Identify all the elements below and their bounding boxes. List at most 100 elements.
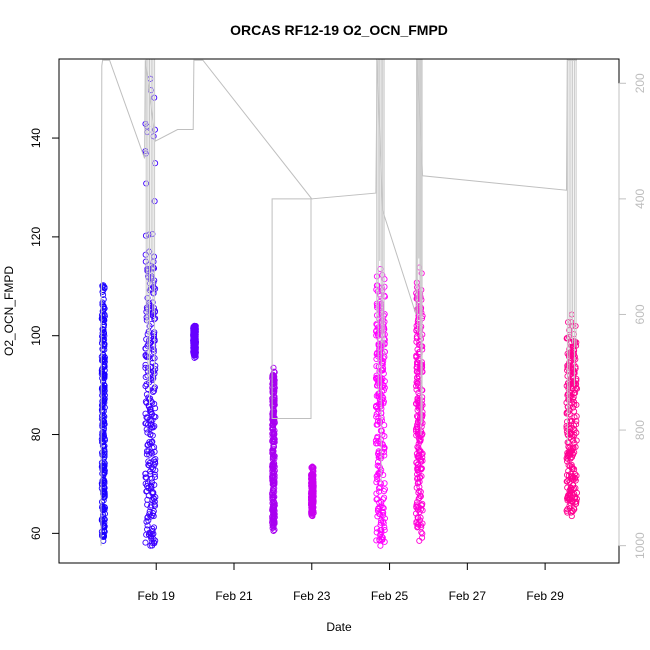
y2-tick-label: 1000 bbox=[633, 532, 647, 559]
data-point bbox=[566, 487, 573, 494]
data-point bbox=[149, 527, 156, 535]
data-point bbox=[152, 494, 159, 501]
data-point bbox=[152, 405, 159, 412]
data-point bbox=[191, 337, 198, 344]
data-point bbox=[144, 522, 151, 529]
data-point bbox=[142, 420, 149, 427]
data-point bbox=[380, 512, 387, 519]
data-point bbox=[380, 520, 387, 527]
y-tick-label: 60 bbox=[29, 526, 43, 540]
data-point bbox=[572, 356, 579, 363]
data-point bbox=[419, 530, 426, 537]
data-point bbox=[414, 503, 421, 510]
data-point bbox=[414, 380, 421, 387]
data-point bbox=[146, 508, 153, 515]
data-point bbox=[566, 450, 573, 457]
y2-tick-label: 800 bbox=[633, 420, 647, 440]
data-point bbox=[269, 496, 276, 503]
data-point bbox=[149, 488, 156, 496]
data-point bbox=[418, 473, 425, 480]
data-points bbox=[98, 75, 581, 549]
data-point bbox=[381, 480, 388, 487]
data-point bbox=[144, 501, 151, 508]
data-point bbox=[147, 75, 154, 82]
data-point bbox=[148, 482, 155, 489]
data-point bbox=[191, 325, 199, 332]
data-point bbox=[563, 478, 570, 485]
data-point bbox=[148, 502, 155, 509]
data-point bbox=[374, 405, 381, 412]
data-point bbox=[144, 513, 151, 521]
data-point bbox=[145, 394, 152, 401]
data-point bbox=[381, 311, 388, 318]
data-point bbox=[373, 496, 380, 503]
data-point bbox=[99, 442, 106, 450]
data-point bbox=[567, 454, 574, 461]
data-point bbox=[377, 440, 384, 447]
data-point bbox=[412, 510, 420, 517]
data-point bbox=[372, 437, 379, 444]
data-point bbox=[309, 473, 317, 480]
data-point bbox=[191, 354, 198, 361]
data-point bbox=[99, 517, 106, 524]
data-point bbox=[271, 455, 278, 462]
data-point bbox=[191, 322, 198, 329]
data-point bbox=[142, 539, 149, 546]
data-point bbox=[418, 423, 425, 430]
data-point bbox=[149, 432, 156, 439]
data-point bbox=[572, 363, 579, 370]
data-point bbox=[417, 514, 424, 521]
data-point bbox=[271, 436, 278, 443]
series-rf18 bbox=[412, 264, 426, 544]
data-point bbox=[415, 444, 422, 451]
x-tick-label: Feb 29 bbox=[526, 589, 564, 603]
data-point bbox=[99, 439, 106, 446]
data-point bbox=[101, 515, 108, 523]
data-point bbox=[269, 454, 276, 461]
data-point bbox=[419, 430, 426, 437]
data-point bbox=[269, 477, 276, 484]
data-point bbox=[148, 464, 155, 471]
data-point bbox=[418, 529, 425, 536]
data-point bbox=[101, 469, 108, 476]
data-point bbox=[150, 333, 158, 340]
data-point bbox=[376, 510, 383, 517]
data-point bbox=[270, 462, 277, 470]
data-point bbox=[573, 401, 580, 408]
data-point bbox=[270, 406, 277, 413]
data-point bbox=[150, 335, 157, 342]
x-axis-label: Date bbox=[326, 620, 352, 634]
data-point bbox=[145, 492, 152, 499]
data-point bbox=[271, 418, 278, 425]
data-point bbox=[270, 527, 277, 534]
data-point bbox=[380, 505, 387, 512]
data-point bbox=[146, 451, 153, 458]
data-point bbox=[270, 439, 278, 446]
data-point bbox=[99, 308, 106, 315]
data-point bbox=[99, 462, 106, 469]
x-axis: Feb 19 Feb 21 Feb 23 Feb 25 Feb 27 Feb 29 bbox=[138, 563, 564, 603]
data-point bbox=[308, 496, 315, 503]
data-point bbox=[572, 389, 579, 397]
data-point bbox=[416, 452, 423, 459]
data-point bbox=[308, 498, 316, 505]
data-point bbox=[565, 443, 572, 450]
data-point bbox=[98, 415, 105, 423]
data-point bbox=[376, 452, 383, 459]
data-point bbox=[190, 341, 197, 348]
data-point bbox=[100, 463, 107, 470]
data-point bbox=[377, 400, 384, 407]
data-point bbox=[374, 476, 381, 483]
data-point bbox=[568, 338, 575, 345]
data-point bbox=[310, 464, 317, 471]
data-point bbox=[373, 490, 380, 497]
data-point bbox=[143, 474, 150, 481]
data-point bbox=[569, 465, 576, 473]
data-point bbox=[99, 402, 106, 409]
data-point bbox=[376, 393, 383, 400]
data-point bbox=[568, 448, 575, 455]
data-point bbox=[309, 500, 316, 507]
data-point bbox=[419, 454, 426, 461]
data-point bbox=[151, 423, 158, 430]
data-point bbox=[571, 449, 578, 456]
